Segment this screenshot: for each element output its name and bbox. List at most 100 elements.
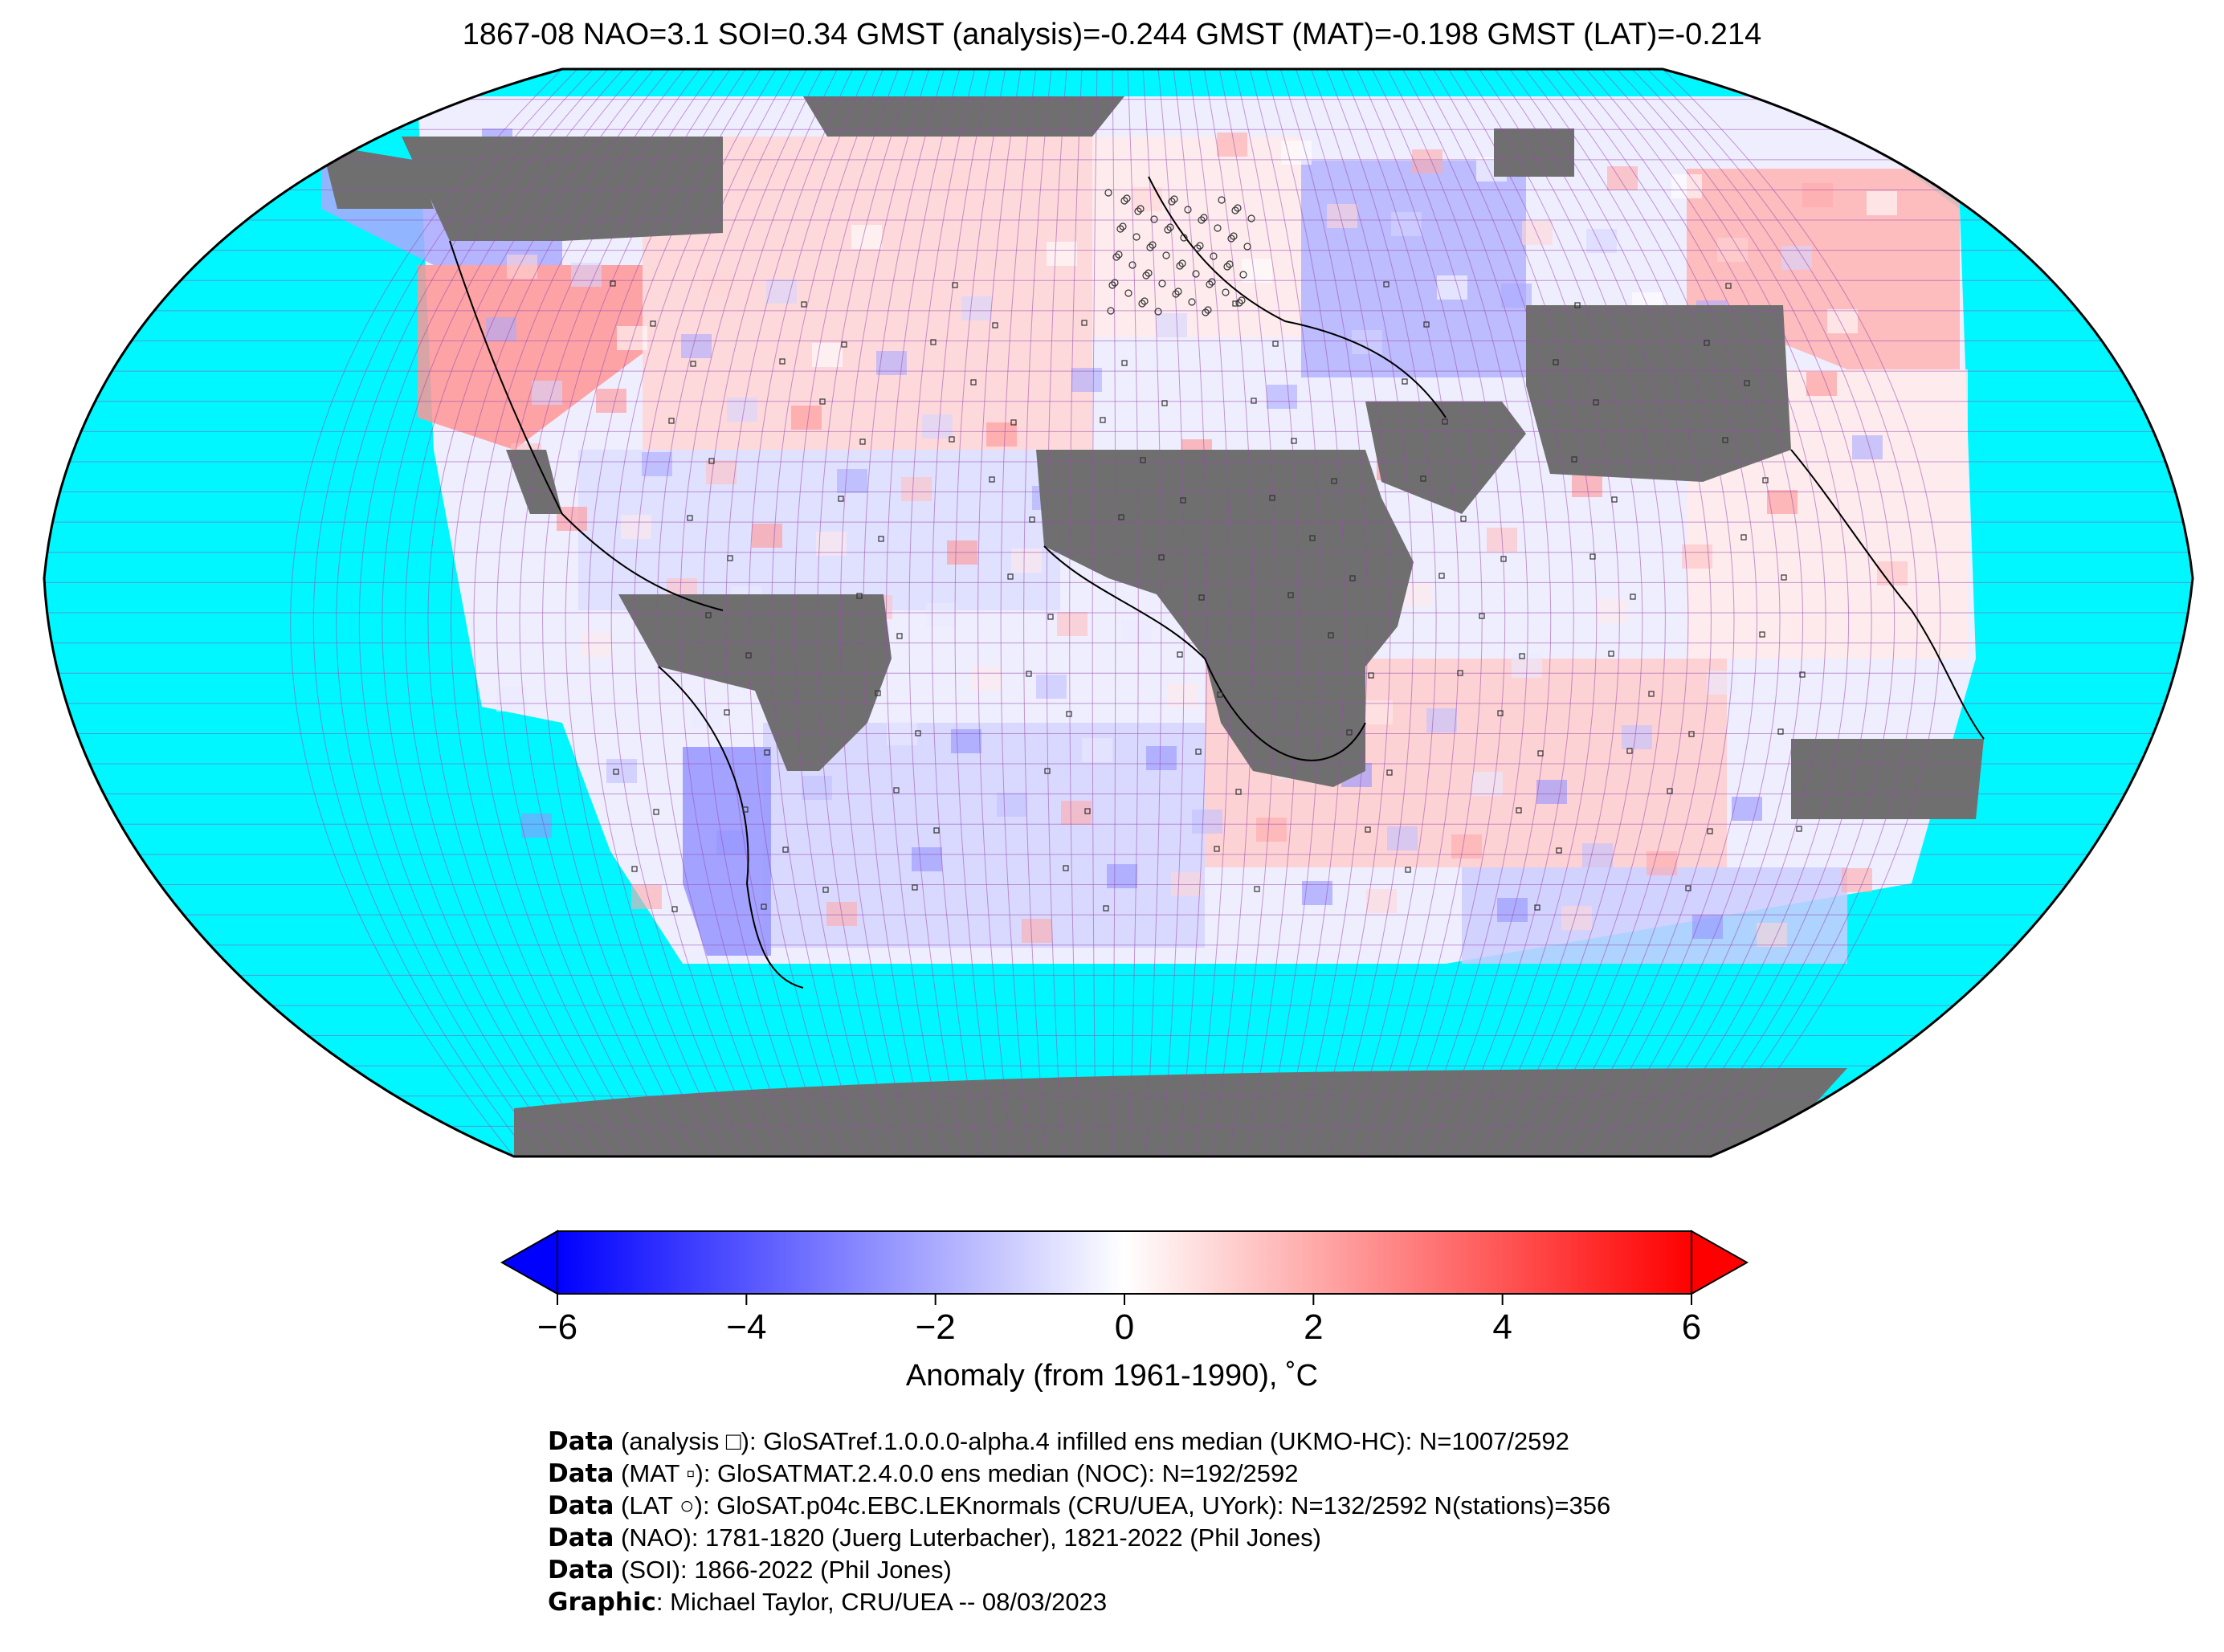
station-marker (1223, 263, 1231, 271)
analysis-marker (1217, 691, 1223, 698)
meridian (312, 69, 578, 1156)
analysis-marker (1047, 614, 1054, 620)
analysis-marker (1442, 418, 1448, 425)
coastline (1148, 176, 1447, 418)
analysis-marker (1365, 826, 1371, 833)
analysis-marker (1158, 554, 1165, 561)
meridian (794, 69, 900, 1156)
anomaly-cell (1366, 889, 1397, 913)
anomaly-cell (716, 830, 747, 855)
analysis-marker (912, 884, 918, 891)
anomaly-cell (1802, 183, 1833, 207)
station-marker (1202, 308, 1210, 316)
anomaly-cell (1267, 385, 1297, 409)
analysis-marker (1044, 768, 1051, 774)
coastline (1790, 449, 1985, 740)
analysis-marker (1667, 788, 1673, 794)
station-marker (1138, 300, 1146, 308)
analysis-marker (819, 398, 826, 405)
anomaly-cell (1061, 801, 1092, 825)
meridian (1203, 69, 1254, 1156)
meridian (702, 69, 838, 1156)
anomaly-cell (926, 603, 957, 627)
station-marker (1218, 196, 1226, 204)
anomaly-cell (606, 759, 637, 783)
anomaly-cell (582, 633, 612, 657)
analysis-marker (1066, 711, 1072, 717)
station-marker (1168, 198, 1176, 206)
anomaly-cell (1387, 826, 1418, 850)
station-marker (1158, 279, 1166, 288)
meridian (359, 69, 609, 1156)
meridian (1540, 69, 1757, 1156)
analysis-marker (1534, 904, 1540, 911)
analysis-marker (1383, 281, 1389, 288)
analysis-marker (930, 339, 937, 345)
credit-text: (analysis □): GloSATref.1.0.0.0-alpha.4 … (614, 1427, 1569, 1455)
station-marker (1210, 252, 1218, 260)
analysis-marker (1516, 807, 1522, 814)
land-antarctica (514, 1068, 1847, 1156)
coastline (449, 240, 724, 611)
anomaly-cell (766, 279, 797, 304)
anomaly-cell (1132, 187, 1162, 211)
station-marker (1128, 261, 1136, 269)
station-marker (1184, 206, 1192, 214)
anomaly-cell (1391, 212, 1422, 236)
analysis-marker (1368, 672, 1374, 679)
analysis-marker (893, 787, 900, 793)
meridian (1157, 69, 1185, 1156)
station-marker (1108, 281, 1116, 289)
station-marker (1115, 251, 1123, 259)
meridian (1092, 69, 1098, 1156)
meridian (885, 69, 961, 1156)
analysis-marker (949, 436, 955, 443)
station-marker (1227, 235, 1235, 243)
meridian (1264, 69, 1345, 1156)
credit-line: Data (LAT ○): GloSAT.p04c.EBC.LEKnormals… (548, 1490, 1610, 1522)
analysis-marker (1571, 456, 1577, 463)
land-arabia (1365, 402, 1526, 514)
analysis-marker (610, 280, 616, 287)
station-marker (1142, 271, 1150, 279)
meridian (496, 69, 700, 1156)
analysis-marker (1291, 438, 1297, 444)
colorbar-tick-label: −2 (915, 1307, 956, 1347)
meridian (863, 69, 945, 1156)
analysis-marker (1251, 398, 1257, 404)
meridian (404, 69, 639, 1156)
data-credits: Data (analysis □): GloSATref.1.0.0.0-alp… (548, 1426, 1610, 1618)
meridian (932, 69, 991, 1156)
meridian (1356, 69, 1483, 1156)
station-marker (1188, 298, 1196, 306)
analysis-marker (1500, 556, 1507, 562)
station-marker (1234, 204, 1242, 212)
analysis-marker (1081, 320, 1088, 326)
analysis-marker (671, 906, 678, 912)
station-marker (1120, 197, 1128, 205)
colorbar-tick-label: −4 (726, 1307, 767, 1347)
analysis-marker (1707, 828, 1713, 834)
analysis-marker (782, 846, 789, 853)
station-marker (1247, 214, 1255, 222)
analysis-marker (1214, 846, 1220, 852)
analysis-marker (708, 458, 715, 464)
meridian (954, 69, 1006, 1156)
analysis-marker (1177, 651, 1183, 658)
anomaly-cell (912, 847, 942, 871)
station-marker (1145, 269, 1153, 277)
anomaly-cell (1472, 772, 1503, 796)
analysis-marker (989, 476, 995, 483)
meridian (1509, 69, 1712, 1156)
credit-text: (MAT ▫): GloSATMAT.2.4.0.0 ens median (N… (614, 1459, 1299, 1487)
station-marker (1136, 205, 1145, 213)
analysis-marker (727, 555, 733, 561)
analysis-marker (896, 633, 903, 639)
analysis-marker (653, 809, 659, 815)
analysis-marker (952, 282, 958, 288)
station-marker (1192, 270, 1200, 278)
meridian (1479, 69, 1666, 1156)
meridian (1023, 69, 1052, 1156)
meridian (1524, 69, 1735, 1156)
station-marker (1149, 241, 1157, 249)
